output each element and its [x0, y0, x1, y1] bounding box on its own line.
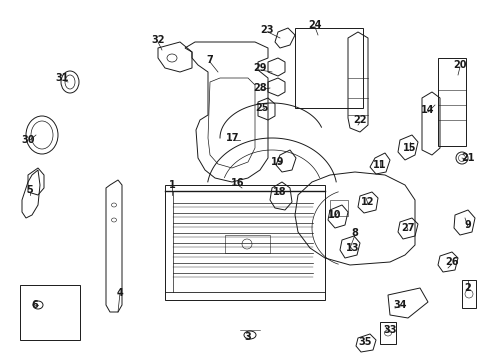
Bar	[329, 200, 348, 216]
Text: 27: 27	[400, 223, 414, 233]
Bar	[225, 235, 270, 253]
Bar	[379, 322, 395, 344]
Text: 6: 6	[31, 300, 38, 310]
Text: 7: 7	[206, 55, 213, 65]
Bar	[461, 280, 475, 308]
Text: 4: 4	[116, 288, 123, 298]
Bar	[165, 185, 324, 300]
Text: 15: 15	[402, 143, 416, 153]
Bar	[20, 285, 80, 340]
Text: 30: 30	[21, 135, 35, 145]
Text: 22: 22	[352, 115, 366, 125]
Text: 21: 21	[460, 153, 474, 163]
Text: 23: 23	[260, 25, 273, 35]
Text: 35: 35	[358, 337, 371, 347]
Text: 5: 5	[27, 185, 33, 195]
Text: 28: 28	[253, 83, 266, 93]
Text: 26: 26	[444, 257, 458, 267]
Text: 14: 14	[421, 105, 434, 115]
Text: 18: 18	[272, 187, 286, 197]
Text: 31: 31	[55, 73, 69, 83]
Text: 32: 32	[151, 35, 165, 45]
Text: 1: 1	[168, 180, 175, 190]
Text: 33: 33	[382, 325, 396, 335]
Text: 34: 34	[393, 300, 406, 310]
Text: 11: 11	[373, 160, 386, 170]
Text: 24: 24	[308, 20, 321, 30]
Text: 13: 13	[346, 243, 359, 253]
Text: 8: 8	[351, 228, 358, 238]
Text: 2: 2	[464, 283, 470, 293]
Text: 17: 17	[226, 133, 239, 143]
Text: 19: 19	[271, 157, 284, 167]
Text: 12: 12	[361, 197, 374, 207]
Text: 25: 25	[255, 103, 268, 113]
Text: 10: 10	[328, 210, 341, 220]
Text: 9: 9	[464, 220, 470, 230]
Bar	[437, 58, 465, 146]
Text: 20: 20	[453, 60, 466, 70]
Text: 29: 29	[253, 63, 266, 73]
Text: 3: 3	[244, 332, 251, 342]
Bar	[294, 28, 362, 108]
Text: 16: 16	[231, 178, 244, 188]
